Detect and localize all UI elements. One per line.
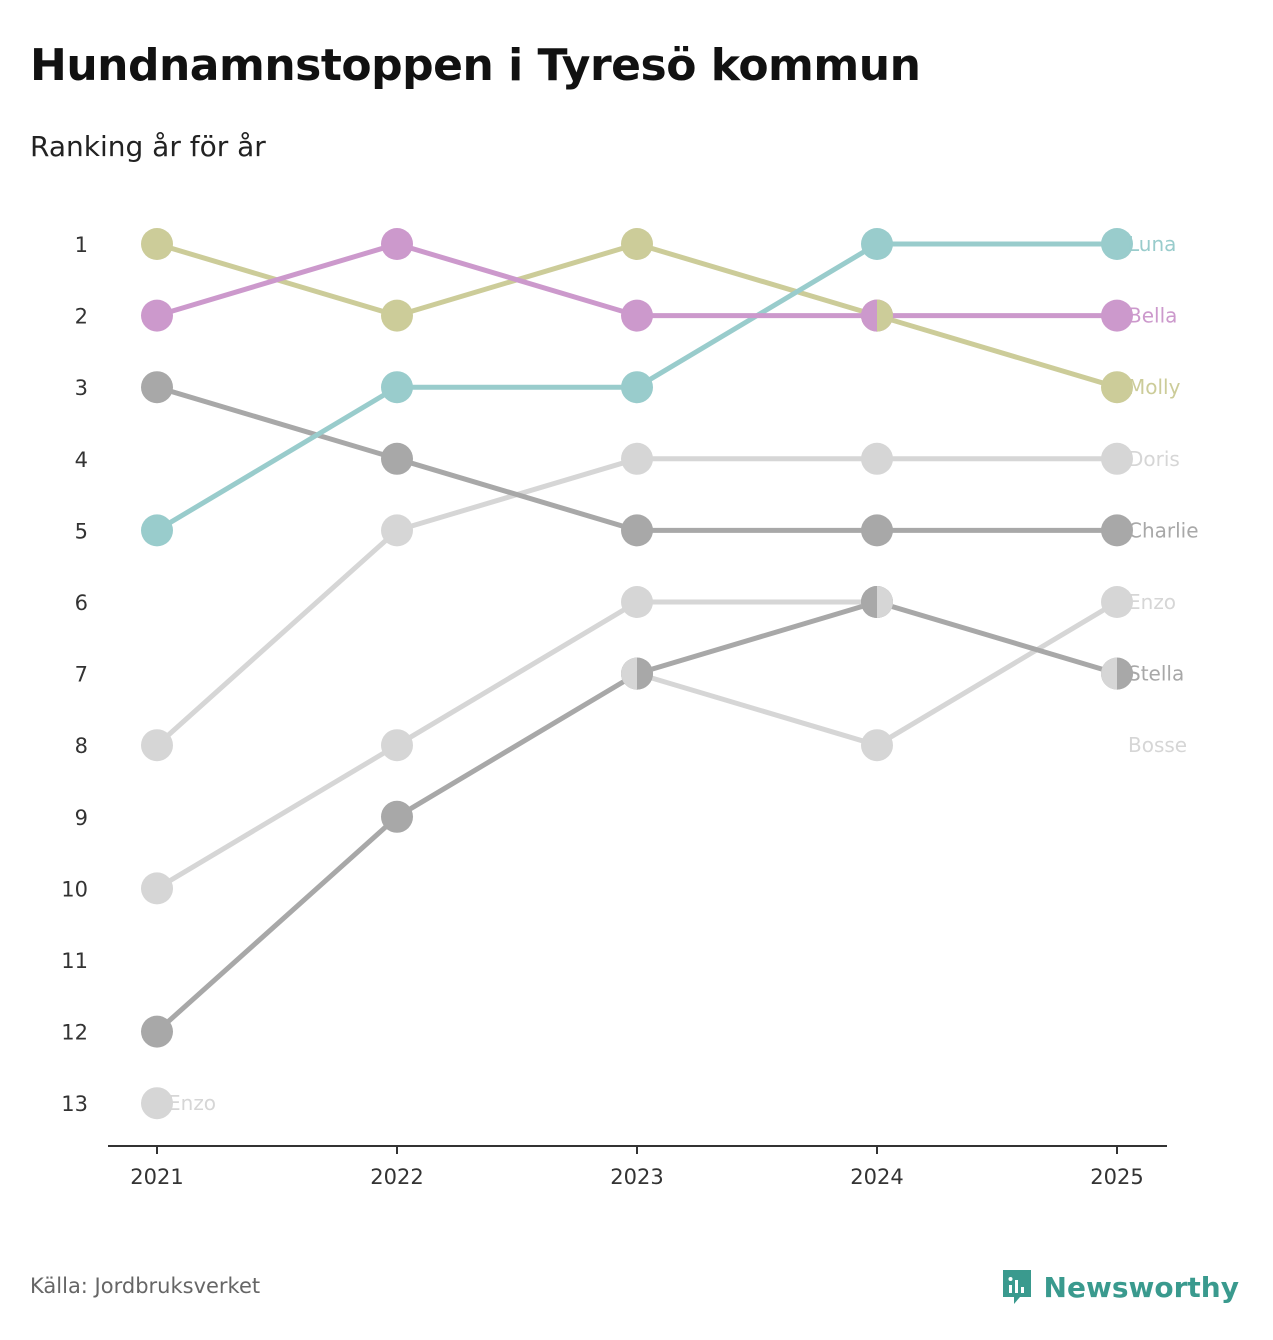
end-label-bosse: Bosse <box>1128 733 1187 757</box>
point-bella-2022 <box>381 228 413 260</box>
point-molly-2022 <box>381 299 413 332</box>
point-luna-2022 <box>381 371 413 404</box>
point-bosse-2021 <box>141 872 173 905</box>
point-doris-2021 <box>141 729 173 762</box>
y-tick-1: 1 <box>75 233 88 257</box>
point-doris-2024 <box>861 442 893 475</box>
line-doris-2021-2022 <box>154 527 400 748</box>
split-marker-left <box>1101 657 1117 690</box>
point-charlie-2024 <box>861 514 893 547</box>
source-note: Källa: Jordbruksverket <box>30 1274 261 1298</box>
point-enzo-2025 <box>1101 586 1133 618</box>
y-tick-10: 10 <box>61 877 88 901</box>
x-tick-2025: 2025 <box>1090 1165 1143 1189</box>
line-molly-2024-2025 <box>874 313 1120 390</box>
x-tick-2021: 2021 <box>130 1165 183 1189</box>
point-doris-2022 <box>381 514 413 547</box>
y-tick-9: 9 <box>75 806 88 830</box>
chart-title: Hundnamnstoppen i Tyresö kommun <box>30 40 921 91</box>
point-luna-2023 <box>621 371 653 404</box>
end-label-molly: Molly <box>1128 375 1181 399</box>
y-tick-12: 12 <box>61 1021 88 1045</box>
point-charlie-2022 <box>381 442 413 475</box>
point-charlie-2021 <box>141 371 173 404</box>
line-enzo-2024-2025 <box>874 599 1120 748</box>
brand-name: Newsworthy <box>1043 1270 1239 1304</box>
end-label-doris: Doris <box>1128 447 1180 471</box>
line-enzo-2023-2024 <box>634 671 880 748</box>
point-molly-2025 <box>1101 371 1133 404</box>
line-luna-2021-2022 <box>154 384 400 533</box>
point-bella-2021 <box>141 299 173 332</box>
point-enzo-2024 <box>861 729 893 762</box>
start-label-enzo: Enzo <box>168 1091 216 1115</box>
split-marker-right <box>637 657 653 690</box>
x-tick-2023: 2023 <box>610 1165 663 1189</box>
line-bosse-2021-2022 <box>154 742 400 891</box>
line-stella-2022-2023 <box>394 671 640 820</box>
split-marker-left <box>861 299 877 332</box>
line-bella-2022-2023 <box>394 241 640 319</box>
y-tick-11: 11 <box>61 949 88 973</box>
brand-logo: Newsworthy <box>1000 1267 1239 1307</box>
point-molly-2023 <box>621 228 653 260</box>
end-label-luna: Luna <box>1128 232 1176 256</box>
end-label-charlie: Charlie <box>1128 518 1199 542</box>
y-tick-4: 4 <box>75 448 88 472</box>
y-tick-13: 13 <box>61 1092 88 1116</box>
point-enzo-2021 <box>141 1087 173 1120</box>
series-lines <box>154 241 1120 1035</box>
point-bosse-2022 <box>381 729 413 762</box>
point-bella-2025 <box>1101 299 1133 332</box>
point-luna-2021 <box>141 514 173 547</box>
split-marker-left <box>861 586 877 618</box>
point-bosse-2023 <box>621 586 653 618</box>
split-marker-right <box>1117 657 1133 690</box>
x-tick-2022: 2022 <box>370 1165 423 1189</box>
end-label-enzo: Enzo <box>1128 590 1176 614</box>
point-luna-2025 <box>1101 228 1133 260</box>
line-stella-2021-2022 <box>154 814 400 1035</box>
chart-subtitle: Ranking år för år <box>30 130 266 163</box>
x-tick-2024: 2024 <box>850 1165 903 1189</box>
split-marker-left <box>621 657 637 690</box>
line-stella-2023-2024 <box>634 599 880 677</box>
line-charlie-2021-2022 <box>154 384 400 462</box>
split-marker-2023-7 <box>621 657 653 690</box>
point-molly-2021 <box>141 228 173 260</box>
y-tick-7: 7 <box>75 663 88 687</box>
split-marker-right <box>877 586 893 618</box>
line-bosse-2022-2023 <box>394 599 640 748</box>
point-stella-2022 <box>381 800 413 833</box>
split-marker-2025-7 <box>1101 657 1133 690</box>
y-tick-6: 6 <box>75 591 88 615</box>
line-molly-2023-2024 <box>634 241 880 319</box>
split-marker-2024-2 <box>861 299 893 332</box>
split-marker-2024-6 <box>861 586 893 618</box>
point-bella-2023 <box>621 299 653 332</box>
end-label-bella: Bella <box>1128 304 1177 328</box>
y-tick-2: 2 <box>75 305 88 329</box>
point-stella-2021 <box>141 1015 173 1048</box>
line-bella-2021-2022 <box>154 241 400 319</box>
split-marker-right <box>877 299 893 332</box>
point-charlie-2025 <box>1101 514 1133 547</box>
point-doris-2025 <box>1101 442 1133 475</box>
point-charlie-2023 <box>621 514 653 547</box>
end-label-stella: Stella <box>1128 662 1184 686</box>
y-tick-3: 3 <box>75 376 88 400</box>
y-tick-5: 5 <box>75 519 88 543</box>
point-luna-2024 <box>861 228 893 260</box>
point-doris-2023 <box>621 442 653 475</box>
line-charlie-2022-2023 <box>394 456 640 533</box>
y-tick-8: 8 <box>75 734 88 758</box>
newsworthy-icon <box>1002 1270 1031 1304</box>
line-stella-2024-2025 <box>874 599 1120 677</box>
